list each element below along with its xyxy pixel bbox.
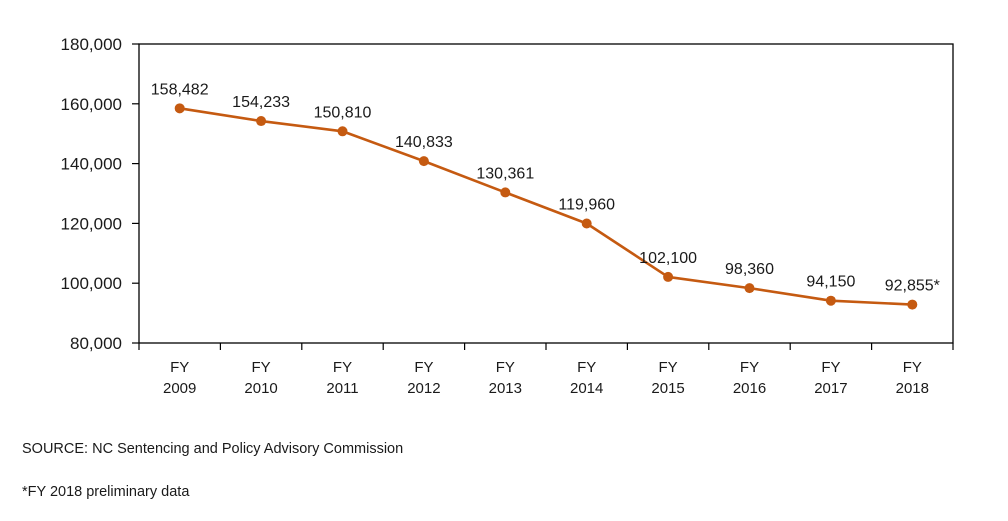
y-tick-label: 100,000	[61, 274, 122, 293]
data-label: 158,482	[151, 81, 209, 98]
series-path	[179, 107, 913, 306]
data-point	[418, 156, 429, 167]
x-tick-label: FY 2015	[651, 359, 684, 397]
data-label: 130,361	[476, 165, 534, 182]
data-point	[907, 299, 918, 310]
data-label: 94,150	[806, 274, 855, 291]
data-point	[174, 103, 185, 114]
y-tick-label: 160,000	[61, 95, 122, 114]
x-tick-label: FY 2017	[814, 359, 847, 397]
y-tick-label: 180,000	[61, 35, 122, 54]
data-label: 140,833	[395, 134, 453, 151]
data-point	[256, 116, 267, 127]
x-tick-label: FY 2009	[163, 359, 196, 397]
data-point	[337, 126, 348, 137]
x-tick-label: FY 2012	[407, 359, 440, 397]
y-axis: 80,000 100,000 120,000 140,000 160,000 180,00…	[61, 35, 139, 353]
data-labels: 158,482 154,233 150,810 140,833 130,361 119,9…	[151, 81, 940, 294]
data-label: 98,360	[725, 261, 774, 278]
footnote: *FY 2018 preliminary data	[22, 484, 190, 500]
y-tick-label: 120,000	[61, 214, 122, 233]
data-label: 119,960	[558, 197, 615, 214]
data-point	[744, 283, 755, 294]
series-line	[174, 103, 918, 310]
x-tick-label: FY 2013	[489, 359, 522, 397]
x-tick-label: FY 2010	[244, 359, 277, 397]
x-tick-label: FY 2011	[326, 359, 358, 397]
data-point	[663, 271, 674, 282]
y-tick-label: 140,000	[61, 155, 122, 174]
data-label: 154,233	[232, 94, 290, 111]
data-label: 150,810	[314, 104, 372, 121]
y-tick-label: 80,000	[70, 334, 122, 353]
x-tick-label: FY 2018	[896, 359, 929, 397]
data-label: 92,855*	[885, 278, 940, 295]
source-note: SOURCE: NC Sentencing and Policy Advisor…	[22, 441, 404, 457]
x-axis: FY 2009 FY 2010 FY 2011 FY 2012 FY 2013 FY 2014 FY 20…	[138, 343, 954, 397]
x-tick-label: FY 2014	[570, 359, 603, 397]
data-point	[581, 218, 592, 229]
x-tick-label: FY 2016	[733, 359, 766, 397]
data-point	[500, 187, 511, 198]
data-point	[825, 295, 836, 306]
data-label: 102,100	[639, 250, 697, 267]
